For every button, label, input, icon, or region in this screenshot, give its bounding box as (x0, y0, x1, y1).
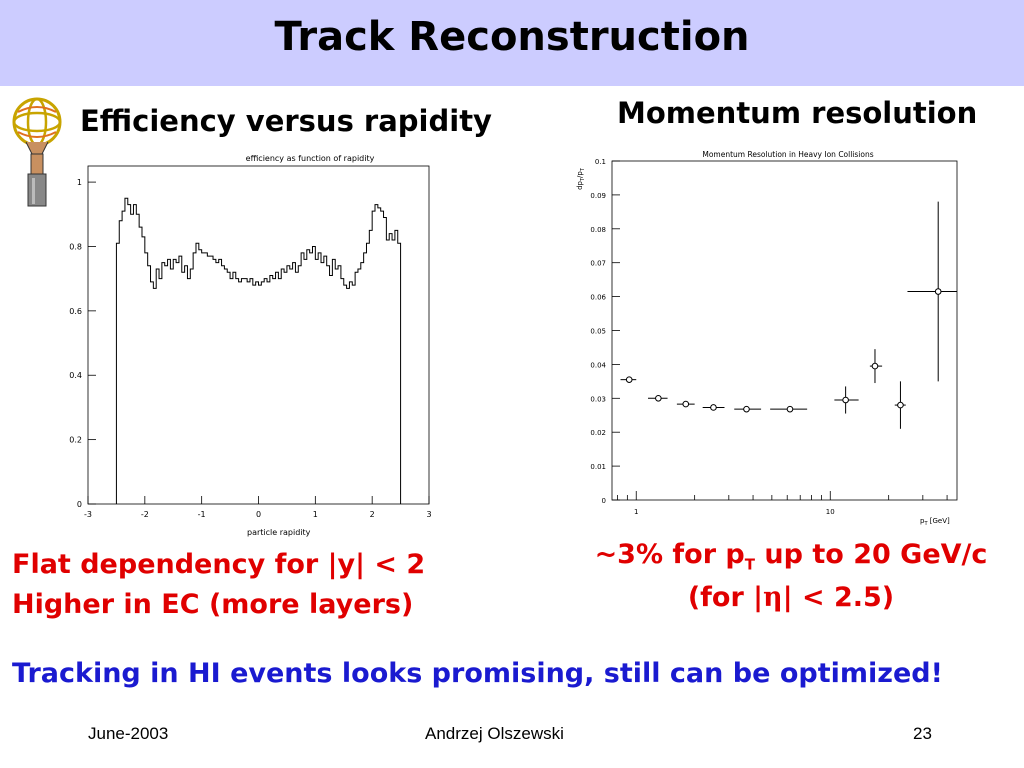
efficiency-x-label: particle rapidity (247, 528, 311, 537)
y-tick-label: 0.04 (590, 361, 606, 369)
y-tick-label: 0.6 (69, 307, 82, 316)
momentum-heading: Momentum resolution (617, 96, 978, 130)
note-resolution: ~3% for pT up to 20 GeV/c (594, 539, 988, 574)
data-point (894, 381, 906, 429)
point-marker (682, 400, 690, 408)
x-tick-label: -3 (84, 510, 92, 519)
slide-title: Track Reconstruction (274, 14, 750, 60)
point-marker (710, 404, 717, 411)
data-point (907, 201, 957, 382)
efficiency-chart-title: efficiency as function of rapidity (246, 154, 375, 163)
point-marker (871, 362, 879, 370)
data-point (620, 376, 637, 383)
y-tick-label: 0.01 (590, 463, 606, 471)
data-point (869, 349, 883, 384)
data-point (676, 400, 695, 408)
title-bar (0, 0, 1024, 86)
efficiency-heading: Efficiency versus rapidity (80, 104, 492, 138)
note-flat-dependency: Flat dependency for |y| < 2 (12, 549, 426, 580)
momentum-plot: Momentum Resolution in Heavy Ion Collisi… (576, 150, 958, 527)
point-marker (743, 405, 750, 413)
point-marker (842, 396, 849, 404)
efficiency-histogram (115, 197, 402, 504)
y-tick-label: 0.08 (590, 226, 606, 234)
y-tick-label: 0.4 (69, 371, 82, 380)
x-tick-label: -2 (141, 510, 149, 519)
y-tick-label: 0.1 (595, 158, 606, 166)
efficiency-plot: efficiency as function of rapidity 0 0.2 0… (69, 154, 431, 537)
y-tick-label: 0 (602, 497, 606, 505)
x-tick-label: 2 (370, 510, 375, 519)
footer-author: Andrzej Olszewski (425, 724, 564, 743)
footer-page-number: 23 (913, 724, 932, 743)
x-tick-label: 3 (426, 510, 431, 519)
momentum-chart: Momentum Resolution in Heavy Ion Collisi… (568, 145, 978, 534)
atlas-logo-icon (12, 97, 62, 207)
momentum-chart-title: Momentum Resolution in Heavy Ion Collisi… (702, 150, 873, 159)
point-marker (897, 401, 904, 409)
x-tick-label: 0 (256, 510, 261, 519)
y-tick-label: 0.06 (590, 294, 606, 302)
data-point (770, 405, 808, 413)
efficiency-chart: efficiency as function of rapidity 0 0.2 0… (52, 150, 442, 544)
momentum-frame (611, 160, 958, 501)
data-point (702, 404, 725, 411)
point-marker (786, 405, 794, 413)
y-tick-label: 0 (77, 500, 82, 509)
momentum-y-label: dpT/pT (576, 167, 586, 190)
x-tick-label: 1 (313, 510, 318, 519)
y-tick-label: 0.2 (69, 436, 82, 445)
y-tick-label: 0.02 (590, 429, 606, 437)
point-marker (625, 376, 633, 383)
y-tick-label: 1 (77, 178, 82, 187)
point-marker (934, 288, 942, 295)
y-tick-label: 0.05 (590, 328, 606, 336)
x-tick-label: -1 (198, 510, 206, 519)
momentum-x-label: pT [GeV] (920, 517, 950, 527)
data-point (834, 386, 859, 414)
footer-date: June-2003 (88, 724, 169, 743)
point-marker (655, 395, 662, 402)
y-tick-label: 0.07 (590, 260, 606, 268)
y-tick-label: 0.03 (590, 395, 606, 403)
conclusion-text: Tracking in HI events looks promising, s… (12, 658, 943, 689)
note-eta-range: (for |η| < 2.5) (687, 582, 895, 613)
y-tick-label: 0.09 (590, 192, 606, 200)
data-point (734, 405, 762, 413)
x-tick-label: 10 (826, 508, 835, 516)
note-higher-ec: Higher in EC (more layers) (12, 589, 414, 620)
y-tick-label: 0.8 (69, 242, 82, 251)
x-tick-label: 1 (634, 508, 638, 516)
data-point (648, 395, 668, 402)
